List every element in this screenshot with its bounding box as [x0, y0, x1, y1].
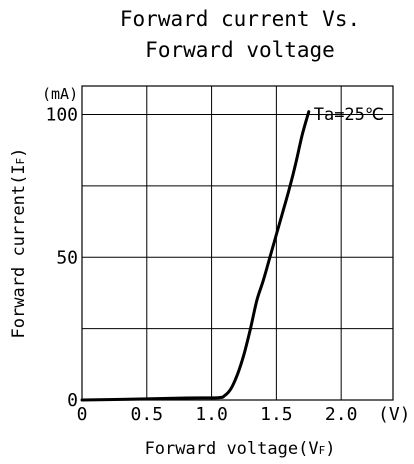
y-axis-label-subscript: F — [14, 158, 27, 165]
y-unit-label: (mA) — [42, 85, 78, 103]
x-axis-label-subscript: F — [319, 444, 326, 457]
x-axis-label: Forward voltage(VF) — [145, 439, 336, 459]
x-tick-label-1: 0.5 — [131, 404, 164, 425]
x-tick-label-3: 1.5 — [260, 404, 293, 425]
plot-area-frame — [81, 85, 394, 401]
x-tick-label-2: 1.0 — [195, 404, 228, 425]
x-unit-label: (V) — [378, 404, 411, 425]
forward-current-curve — [80, 110, 311, 402]
x-axis-label-end: ) — [325, 439, 335, 459]
y-tick-label-2: 100 — [45, 105, 78, 126]
chart-title-line-2: Forward voltage — [145, 38, 335, 62]
grid — [82, 86, 393, 400]
x-tick-label-4: 2.0 — [325, 404, 358, 425]
temperature-annotation: Ta=25℃ — [314, 105, 384, 125]
y-tick-label-1: 50 — [56, 247, 78, 268]
y-axis-label-main: Forward current(I — [9, 164, 29, 338]
x-axis-label-main: Forward voltage(V — [145, 439, 319, 459]
y-axis-label: Forward current(IF) — [9, 148, 29, 339]
x-tick-label-0: 0 — [77, 404, 88, 425]
tick-labels: 0 0.5 1.0 1.5 2.0 0 50 100 — [45, 105, 357, 425]
y-axis-label-end: ) — [9, 148, 29, 158]
chart-title-line-1: Forward current Vs. — [120, 7, 360, 31]
y-tick-label-0: 0 — [67, 390, 78, 411]
